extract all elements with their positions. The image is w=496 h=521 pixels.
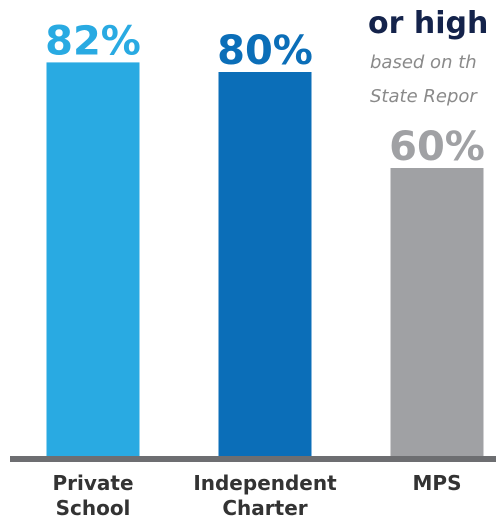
value-label-mps: 60% [389,124,485,170]
category-label-independent-charter-line-1: Independent [193,471,337,495]
chart-subtitle-line-1: based on th [370,52,477,73]
category-label-private-school-line-2: School [56,496,131,520]
x-axis-baseline [10,456,496,462]
chart-heading-fragment: or high [368,6,489,41]
bar-mps [390,168,484,456]
chart-subtitle-line-2: State Repor [370,86,477,107]
category-label-mps-line-1: MPS [413,471,462,495]
category-label-independent-charter-line-2: Charter [222,496,307,520]
bar-independent-charter [218,72,312,456]
bar-private-school [46,62,140,457]
value-label-independent-charter: 80% [217,28,313,74]
category-label-private-school-line-1: Private [52,471,133,495]
value-label-private-school: 82% [45,18,141,64]
